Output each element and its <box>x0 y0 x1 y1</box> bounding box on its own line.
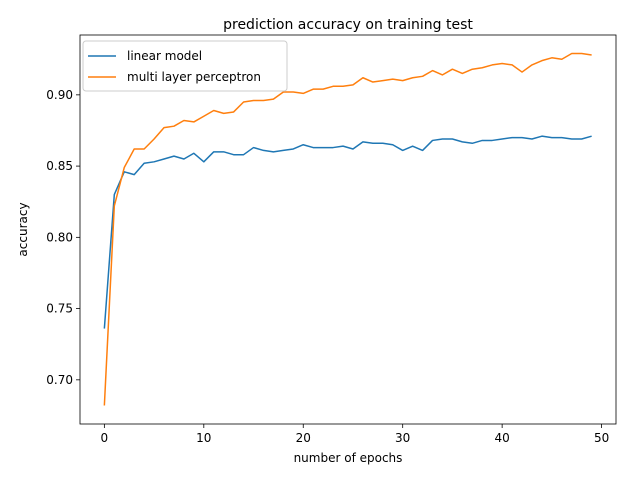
series-line-linear-model <box>103 135 592 329</box>
plot-lines <box>103 52 592 406</box>
y-tick-label: 0.85 <box>46 159 73 173</box>
series-line-multi-layer-perceptron <box>103 52 592 406</box>
y-tick-label: 0.80 <box>46 230 73 244</box>
x-tick-label: 0 <box>101 431 109 445</box>
x-tick-label: 40 <box>494 431 509 445</box>
legend-box <box>82 40 288 92</box>
plot-frame <box>79 34 617 425</box>
x-tick-label: 10 <box>196 431 211 445</box>
x-axis-ticks: 0 10 20 30 40 50 <box>101 424 609 445</box>
x-tick-label: 30 <box>395 431 410 445</box>
legend-label-linear-model: linear model <box>127 49 202 63</box>
legend: linear model multi layer perceptron <box>82 40 288 92</box>
y-tick-label: 0.70 <box>46 373 73 387</box>
legend-label-multi-layer-perceptron: multi layer perceptron <box>127 70 261 84</box>
x-axis-title: number of epochs <box>294 451 403 465</box>
y-tick-label: 0.90 <box>46 88 73 102</box>
chart-title: prediction accuracy on training test <box>223 17 473 33</box>
x-tick-label: 20 <box>296 431 311 445</box>
y-tick-label: 0.75 <box>46 302 73 316</box>
y-axis-title: accuracy <box>16 202 30 256</box>
y-axis-ticks: 0.70 0.75 0.80 0.85 0.90 <box>46 88 80 387</box>
x-tick-label: 50 <box>594 431 609 445</box>
